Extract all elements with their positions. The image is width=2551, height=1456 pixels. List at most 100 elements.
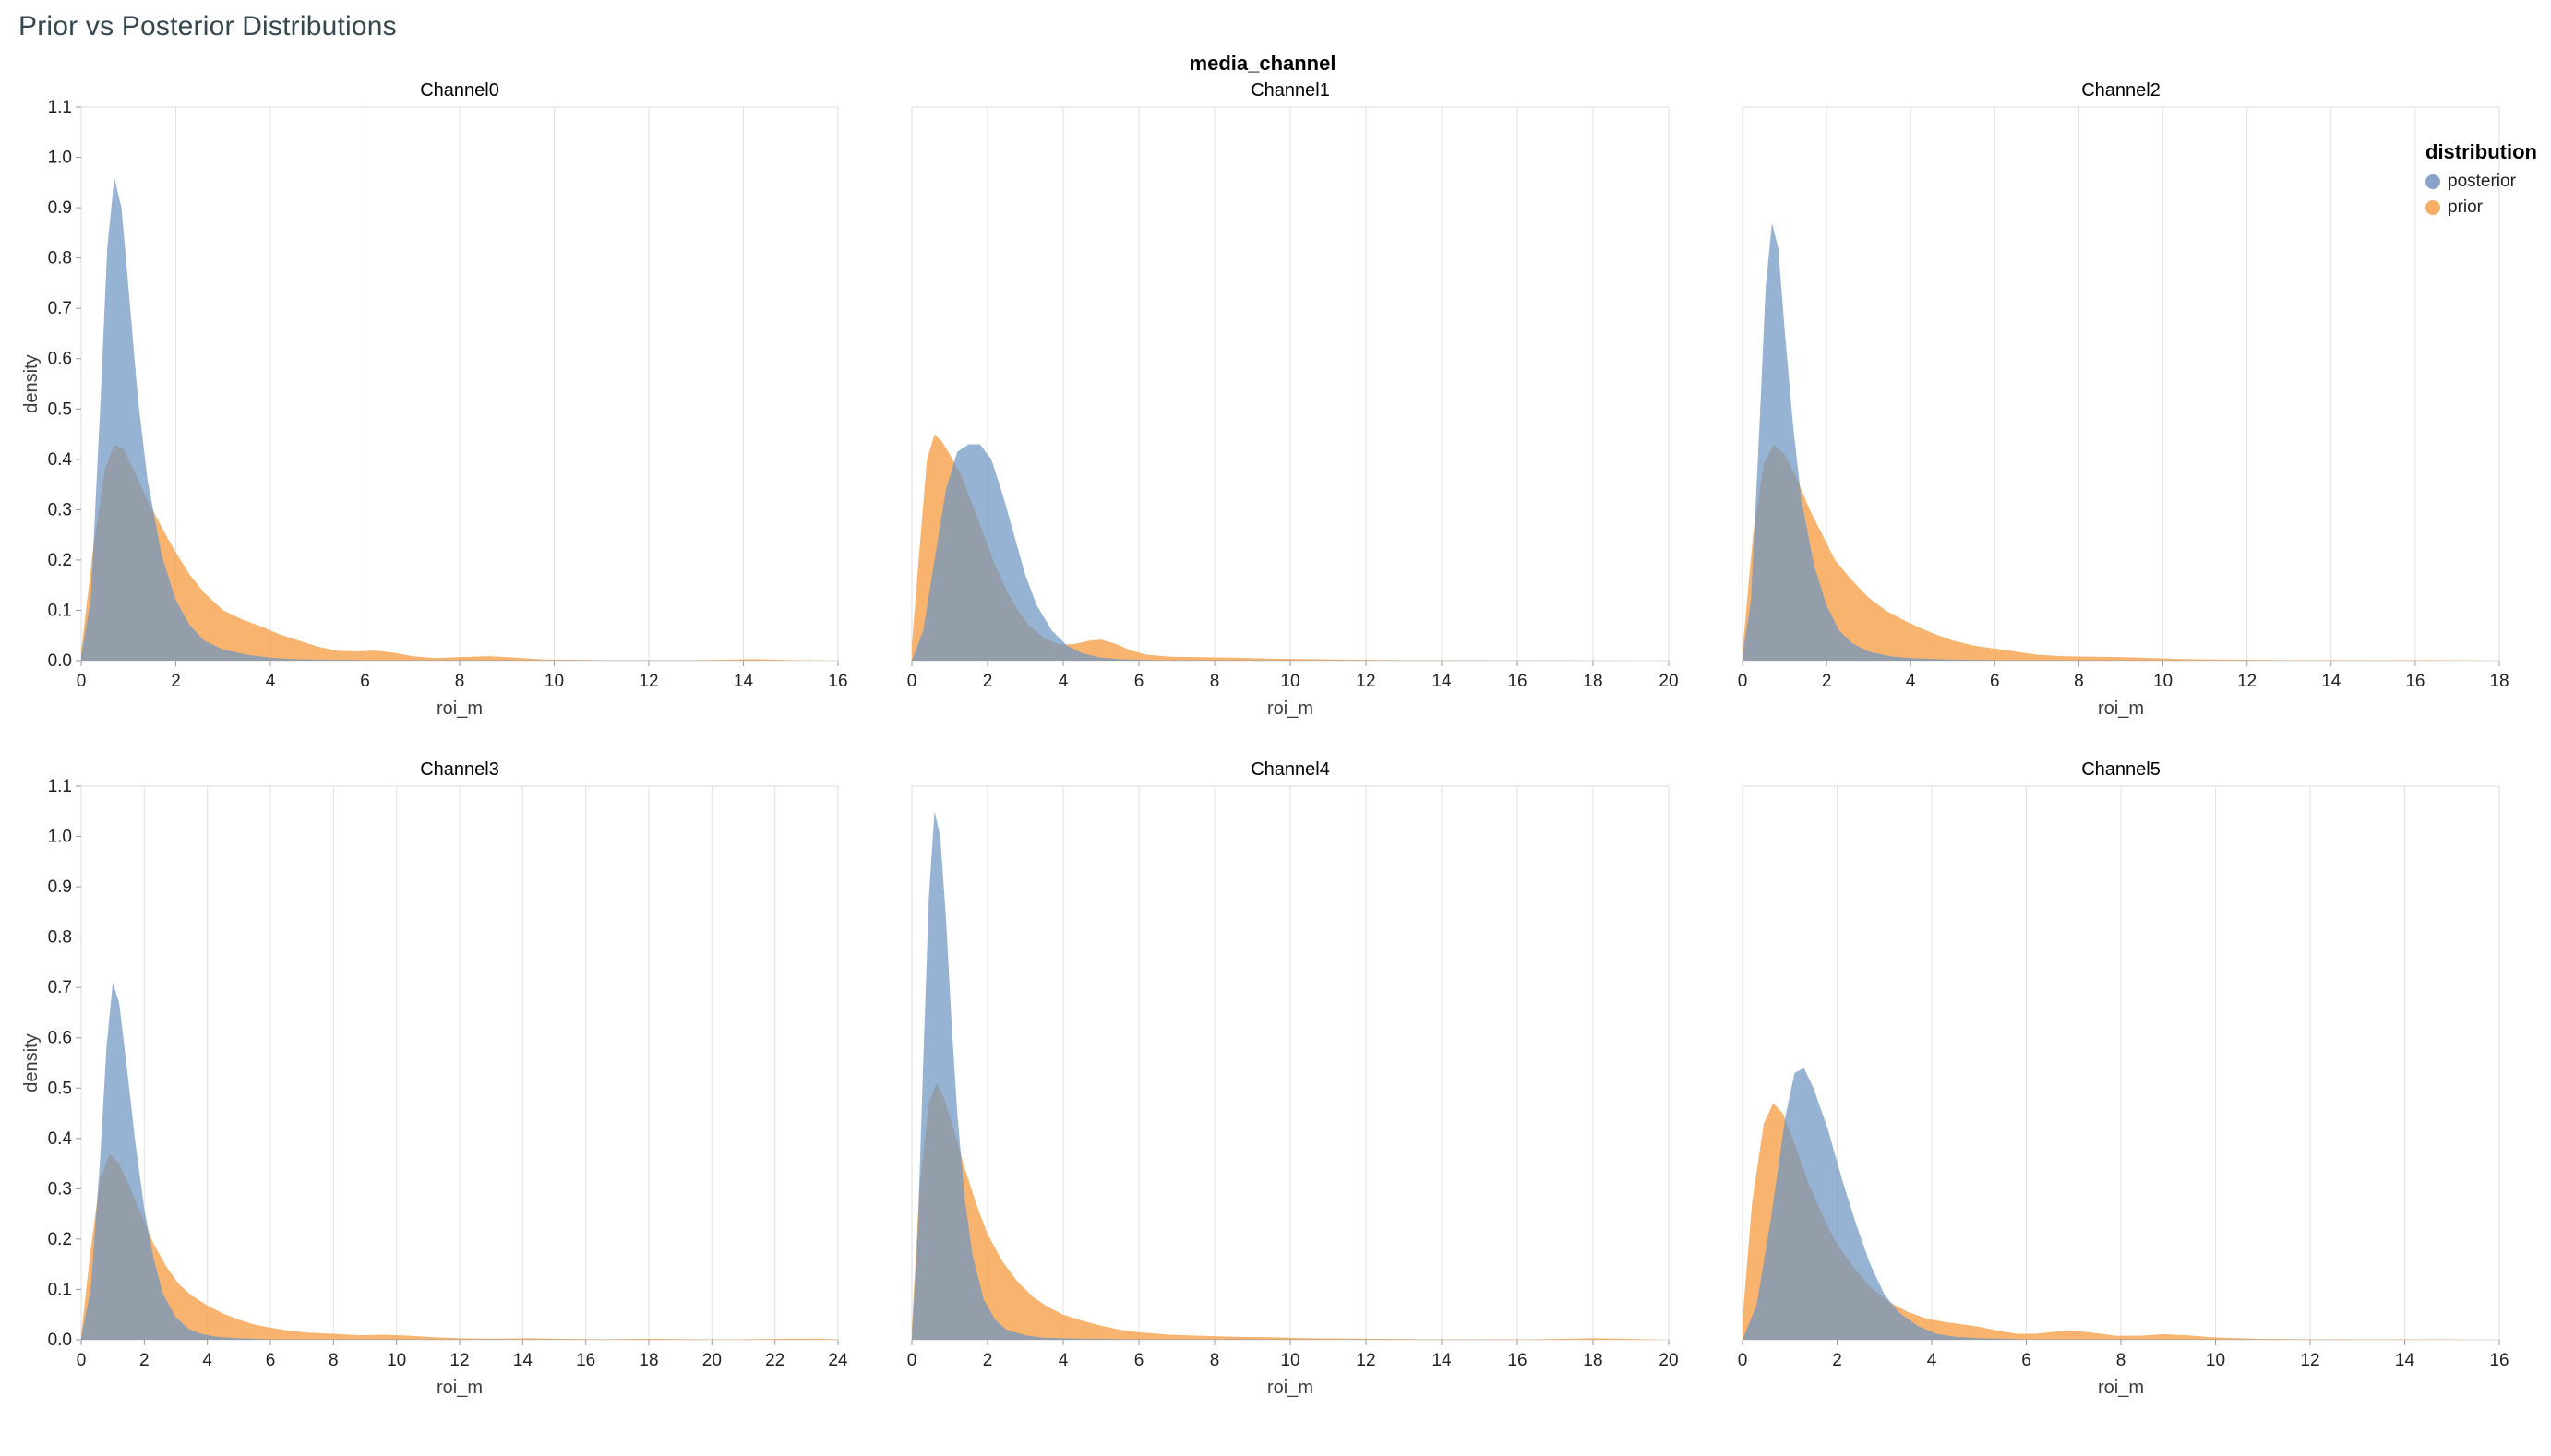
chart-grid: Channel0 0 2 4 6 8 10 12 14 16 roi_m 0.0 0.1 0.2 0.3 0.…	[17, 79, 2551, 1404]
x-tick-label: 0	[907, 1351, 917, 1370]
x-tick-label: 12	[2237, 672, 2257, 691]
x-tick-label: 6	[266, 1351, 276, 1370]
x-axis-title: roi_m	[2098, 1378, 2144, 1398]
x-tick-label: 2	[139, 1351, 150, 1370]
x-tick-label: 8	[2116, 1351, 2126, 1370]
x-tick-label: 12	[639, 672, 658, 691]
y-axis-title: density	[21, 354, 42, 412]
y-tick-label: 0.2	[48, 1230, 72, 1249]
x-tick-label: 8	[1210, 672, 1220, 691]
chart-title: Channel3	[420, 759, 499, 780]
x-tick-label: 10	[545, 672, 564, 691]
legend-title: distribution	[2425, 140, 2537, 163]
x-tick-label: 4	[1906, 672, 1916, 691]
x-tick-label: 12	[2300, 1351, 2319, 1370]
density-plot-channel0: Channel0 0 2 4 6 8 10 12 14 16 roi_m 0.0 0.1 0.2 0.3 0.…	[21, 80, 848, 719]
x-tick-label: 4	[1059, 672, 1069, 691]
x-tick-label: 6	[2021, 1351, 2031, 1370]
x-tick-label: 0	[1738, 672, 1748, 691]
page-title: Prior vs Posterior Distributions	[18, 11, 397, 42]
x-axis-title: roi_m	[437, 698, 483, 719]
x-tick-label: 2	[983, 1351, 993, 1370]
chart-title: Channel2	[2081, 80, 2161, 101]
x-tick-label: 12	[449, 1351, 469, 1370]
x-tick-label: 14	[734, 672, 754, 691]
x-tick-label: 6	[1134, 1351, 1144, 1370]
x-tick-label: 14	[1431, 1351, 1452, 1370]
x-tick-label: 18	[639, 1351, 658, 1370]
density-plot-channel1: Channel1 0 2 4 6 8 10 12 14 16 18 20 roi_m	[907, 80, 1679, 719]
y-tick-label: 0.7	[48, 978, 72, 997]
x-tick-label: 16	[2489, 1351, 2509, 1370]
x-axis-title: roi_m	[2098, 698, 2144, 719]
x-tick-label: 22	[765, 1351, 784, 1370]
x-tick-label: 0	[77, 672, 87, 691]
x-tick-label: 20	[1659, 1351, 1678, 1370]
y-tick-label: 0.6	[48, 350, 72, 369]
x-tick-label: 18	[1583, 1351, 1602, 1370]
x-tick-label: 6	[1134, 672, 1144, 691]
chart-title: Channel5	[2081, 759, 2161, 780]
x-tick-label: 10	[2206, 1351, 2225, 1370]
x-tick-label: 2	[1832, 1351, 1842, 1370]
x-tick-label: 14	[2395, 1351, 2415, 1370]
x-tick-label: 2	[1822, 672, 1832, 691]
legend-item-label: posterior	[2448, 172, 2516, 191]
posterior-density-area	[81, 177, 838, 662]
x-tick-label: 0	[1738, 1351, 1748, 1370]
legend-item-prior: prior	[2425, 197, 2547, 218]
x-tick-label: 10	[2153, 672, 2173, 691]
x-tick-label: 4	[266, 672, 276, 691]
chart-title: Channel1	[1251, 80, 1330, 101]
y-tick-label: 0.9	[48, 198, 72, 218]
x-axis-title: roi_m	[1267, 698, 1313, 719]
x-tick-label: 20	[1659, 672, 1678, 691]
y-tick-label: 0.3	[48, 500, 72, 519]
chart-title: Channel0	[420, 80, 499, 101]
x-tick-label: 8	[2074, 672, 2084, 691]
legend: distribution posterior prior	[2425, 140, 2547, 223]
chart-cell-channel5: Channel5 0 2 4 6 8 10 12 14 16 roi_m	[1678, 758, 2509, 1404]
y-tick-label: 0.4	[48, 1129, 73, 1149]
x-tick-label: 2	[983, 672, 993, 691]
x-tick-label: 10	[1280, 672, 1299, 691]
y-tick-label: 0.1	[48, 1280, 72, 1299]
x-tick-label: 6	[1990, 672, 2000, 691]
y-tick-label: 0.4	[48, 450, 73, 470]
y-axis-title: density	[21, 1033, 42, 1092]
x-tick-label: 4	[1059, 1351, 1069, 1370]
prior-density-area	[1743, 444, 2499, 661]
x-tick-label: 16	[1507, 672, 1527, 691]
y-tick-label: 0.9	[48, 877, 72, 897]
chart-title: Channel4	[1251, 759, 1330, 780]
posterior-density-area	[81, 982, 838, 1340]
x-tick-label: 14	[2321, 672, 2341, 691]
facet-title: media_channel	[1189, 52, 1336, 75]
density-plot-channel4: Channel4 0 2 4 6 8 10 12 14 16 18 20 roi_m	[907, 759, 1679, 1398]
density-plot-channel5: Channel5 0 2 4 6 8 10 12 14 16 roi_m	[1738, 759, 2509, 1398]
y-tick-label: 0.6	[48, 1029, 72, 1048]
chart-cell-channel0: Channel0 0 2 4 6 8 10 12 14 16 roi_m 0.0 0.1 0.2 0.3 0.…	[17, 79, 848, 725]
y-tick-label: 0.0	[48, 1331, 72, 1350]
y-tick-label: 1.0	[48, 828, 72, 847]
x-tick-label: 0	[907, 672, 917, 691]
y-tick-label: 0.7	[48, 299, 72, 318]
y-tick-label: 1.0	[48, 149, 72, 168]
prior-swatch-icon	[2425, 200, 2440, 215]
legend-item-label: prior	[2448, 197, 2484, 217]
posterior-density-area	[912, 444, 1669, 661]
y-tick-label: 0.5	[48, 400, 72, 419]
y-tick-label: 1.1	[48, 98, 72, 117]
y-tick-label: 0.8	[48, 928, 72, 948]
x-tick-label: 14	[1431, 672, 1452, 691]
x-axis-title: roi_m	[437, 1378, 483, 1398]
y-tick-label: 0.3	[48, 1179, 72, 1199]
x-tick-label: 2	[171, 672, 181, 691]
x-tick-label: 16	[576, 1351, 595, 1370]
x-tick-label: 10	[1280, 1351, 1299, 1370]
x-axis-title: roi_m	[1267, 1378, 1313, 1398]
y-tick-label: 0.1	[48, 601, 72, 620]
x-tick-label: 18	[1583, 672, 1602, 691]
x-tick-label: 8	[329, 1351, 339, 1370]
